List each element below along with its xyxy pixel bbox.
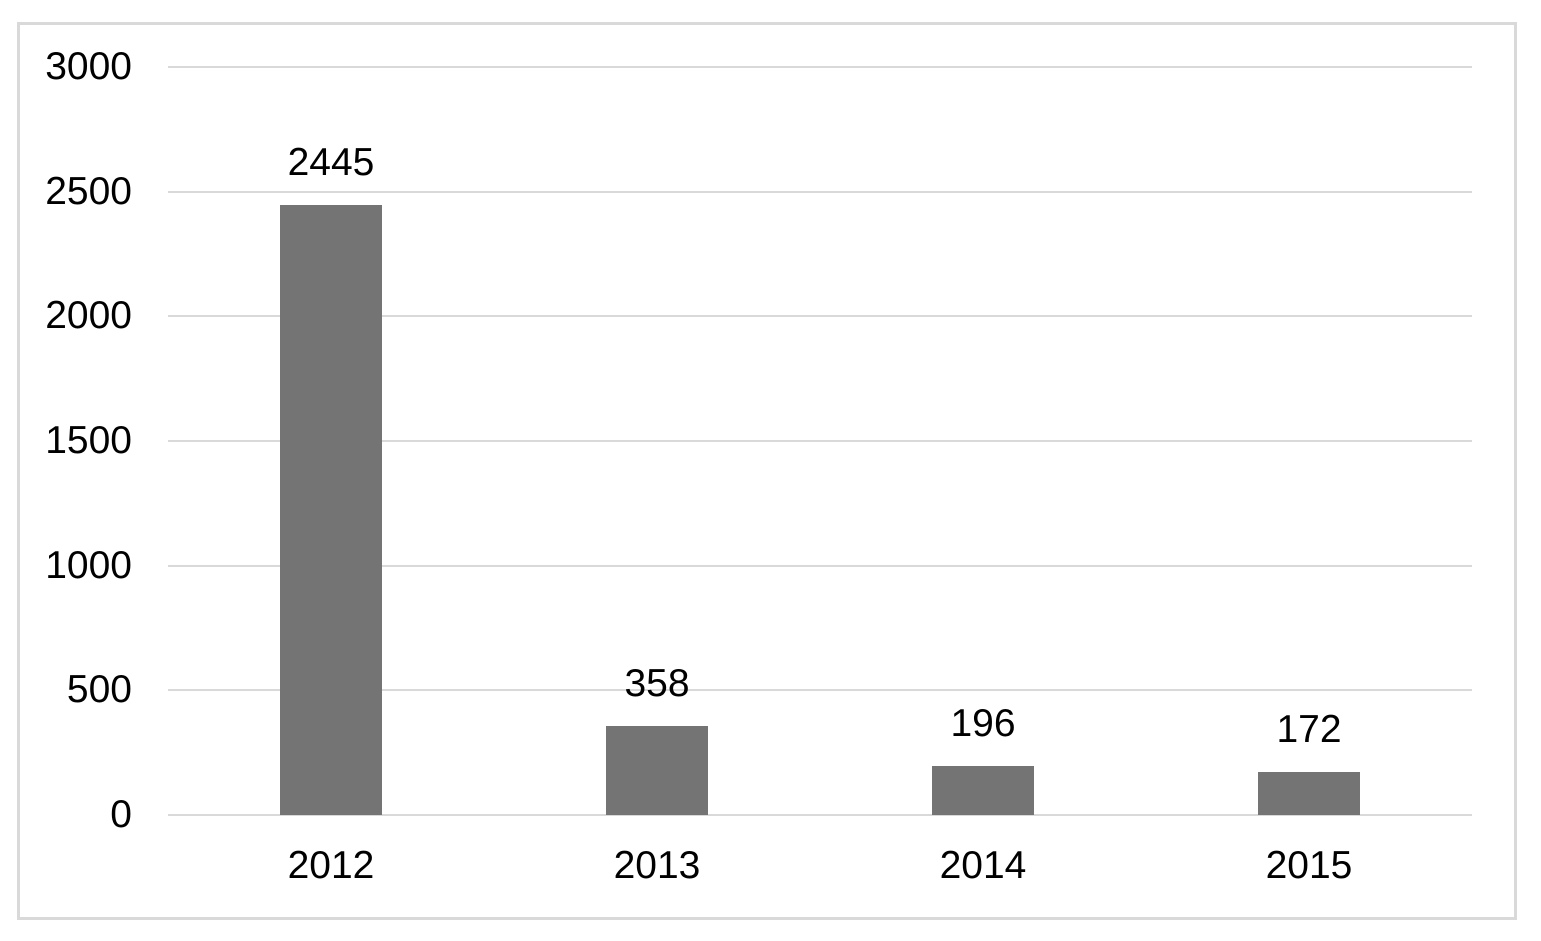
x-category-label: 2012 [287, 844, 375, 887]
bar-value-label: 196 [950, 702, 1016, 746]
bar-2012 [280, 205, 382, 815]
gridline [168, 190, 1472, 193]
gridline [168, 689, 1472, 692]
bar-2014 [932, 766, 1034, 815]
y-tick-label: 2500 [45, 169, 132, 213]
bar-2013 [606, 725, 708, 815]
y-tick-label: 2000 [45, 294, 132, 338]
y-tick-label: 3000 [45, 45, 132, 88]
y-tick-label: 500 [66, 668, 132, 712]
y-tick-label: 0 [110, 793, 132, 836]
y-tick-label: 1500 [45, 419, 132, 462]
gridline [168, 564, 1472, 567]
y-tick-label: 1000 [45, 543, 132, 587]
gridline [168, 440, 1472, 442]
gridline [168, 814, 1472, 816]
bar-value-label: 2445 [287, 141, 375, 185]
x-category-label: 2013 [613, 844, 701, 887]
x-category-label: 2014 [939, 844, 1027, 887]
bar-2015 [1258, 772, 1360, 815]
bar-value-label: 358 [624, 661, 690, 705]
gridline [168, 315, 1472, 318]
gridline [168, 66, 1472, 68]
chart-frame [17, 22, 1517, 920]
x-category-label: 2015 [1265, 844, 1353, 887]
bar-value-label: 172 [1276, 708, 1342, 752]
